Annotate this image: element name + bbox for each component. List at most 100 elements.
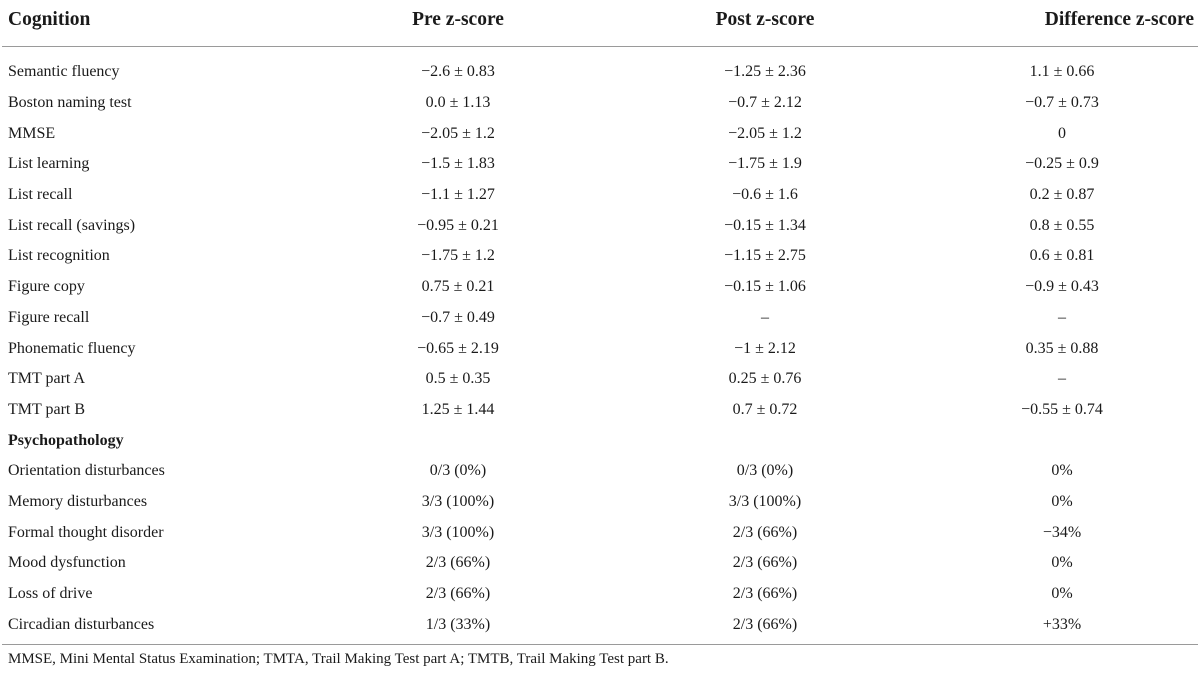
difference-z-score-cell: 0% <box>1051 462 1073 480</box>
difference-z-score-cell: −34% <box>1042 523 1082 541</box>
post-z-score-cell: −2.05 ± 1.2 <box>728 124 802 142</box>
table-row: Memory disturbances 3/3 (100%) 3/3 (100%) 0… <box>2 487 1198 518</box>
table-row: List learning −1.5 ± 1.83 −1.75 ± 1.9 −0.25… <box>2 149 1198 180</box>
pre-z-score-cell: −1.75 ± 1.2 <box>421 247 495 265</box>
row-label: Psychopathology <box>8 431 124 449</box>
post-z-score-cell: 3/3 (100%) <box>728 492 802 510</box>
post-z-score-cell: 0.7 ± 0.72 <box>732 400 798 418</box>
table-body: Semantic fluency −2.6 ± 0.83 −1.25 ± 2.36 1… <box>2 47 1198 646</box>
pre-z-score-cell: −0.65 ± 2.19 <box>417 339 499 357</box>
pre-z-score-cell: −2.6 ± 0.83 <box>421 63 495 81</box>
post-z-score-cell: −1.25 ± 2.36 <box>724 63 806 81</box>
post-z-score-cell: −0.15 ± 1.06 <box>724 278 806 296</box>
post-z-score-cell: – <box>761 308 769 326</box>
pre-z-score-cell: −1.5 ± 1.83 <box>421 155 495 173</box>
table-row: Circadian disturbances 1/3 (33%) 2/3 (66%)… <box>2 609 1198 646</box>
table-header: Cognition Pre z-score Post z-score Diffe… <box>2 0 1198 47</box>
pre-z-score-cell: 0.75 ± 0.21 <box>421 278 495 296</box>
post-z-score-cell: 2/3 (66%) <box>604 609 926 646</box>
row-label: List recognition <box>8 247 110 265</box>
post-z-score-cell: 2/3 (66%) <box>732 585 798 603</box>
post-z-score-cell: −1.75 ± 1.9 <box>728 155 802 173</box>
header-difference-z-score: Difference z-score <box>926 0 1198 47</box>
row-label: TMT part A <box>8 370 86 388</box>
pre-z-score-cell <box>312 425 604 456</box>
row-label: List recall <box>8 186 73 204</box>
post-z-score-cell: −0.6 ± 1.6 <box>732 186 798 204</box>
difference-z-score-cell <box>926 425 1198 456</box>
pre-z-score-cell: 2/3 (66%) <box>425 585 491 603</box>
pre-z-score-cell: 0.5 ± 0.35 <box>425 370 491 388</box>
table-row: TMT part B 1.25 ± 1.44 0.7 ± 0.72 −0.55 ± 0… <box>2 395 1198 426</box>
post-z-score-cell: 0.25 ± 0.76 <box>728 370 802 388</box>
post-z-score-cell: 2/3 (66%) <box>732 554 798 572</box>
header-spacer <box>2 47 1198 58</box>
post-z-score-cell: 0/3 (0%) <box>736 462 794 480</box>
difference-z-score-cell: 0% <box>1051 585 1073 603</box>
row-label: Loss of drive <box>8 585 93 603</box>
difference-z-score-cell: 0 <box>1058 124 1066 142</box>
difference-z-score-cell: 0% <box>1051 554 1073 572</box>
row-label: TMT part B <box>8 400 86 418</box>
row-label: List recall (savings) <box>8 216 136 234</box>
pre-z-score-cell: 3/3 (100%) <box>421 492 495 510</box>
post-z-score-cell: −1 ± 2.12 <box>734 339 796 357</box>
row-label: Figure recall <box>8 308 90 326</box>
post-z-score-cell <box>604 425 926 456</box>
table-row: Formal thought disorder 3/3 (100%) 2/3 (66… <box>2 517 1198 548</box>
table-row: Semantic fluency −2.6 ± 0.83 −1.25 ± 2.36 1… <box>2 57 1198 88</box>
results-table-container: Cognition Pre z-score Post z-score Diffe… <box>2 0 1198 646</box>
difference-z-score-cell: – <box>1058 308 1066 326</box>
table-row: List recall −1.1 ± 1.27 −0.6 ± 1.6 0.2 ± 0.… <box>2 180 1198 211</box>
difference-z-score-cell: −0.25 ± 0.9 <box>1025 155 1099 173</box>
pre-z-score-cell: 0/3 (0%) <box>429 462 487 480</box>
table-row: Phonematic fluency −0.65 ± 2.19 −1 ± 2.12 0… <box>2 333 1198 364</box>
difference-z-score-cell: +33% <box>926 609 1198 646</box>
row-label: Phonematic fluency <box>8 339 136 357</box>
pre-z-score-cell: −0.7 ± 0.49 <box>421 308 495 326</box>
post-z-score-cell: −0.7 ± 2.12 <box>728 94 802 112</box>
post-z-score-cell: −1.15 ± 2.75 <box>724 247 806 265</box>
difference-z-score-cell: 0% <box>1051 492 1073 510</box>
table-row: List recall (savings) −0.95 ± 0.21 −0.15 ±… <box>2 210 1198 241</box>
difference-z-score-cell: −0.55 ± 0.74 <box>1021 400 1103 418</box>
row-label: Orientation disturbances <box>8 462 165 480</box>
post-z-score-cell: −0.15 ± 1.34 <box>724 216 806 234</box>
pre-z-score-cell: 2/3 (66%) <box>425 554 491 572</box>
row-label: Formal thought disorder <box>8 523 164 541</box>
row-label: Boston naming test <box>8 94 132 112</box>
row-label: Mood dysfunction <box>8 554 126 572</box>
row-label: List learning <box>8 155 90 173</box>
table-row: Figure recall −0.7 ± 0.49 – – <box>2 303 1198 334</box>
table-footnote: MMSE, Mini Mental Status Examination; TM… <box>8 651 669 667</box>
post-z-score-cell: 2/3 (66%) <box>732 523 798 541</box>
row-label: MMSE <box>8 124 56 142</box>
header-cognition: Cognition <box>2 0 312 47</box>
row-label: Circadian disturbances <box>2 609 312 646</box>
table-row: MMSE −2.05 ± 1.2 −2.05 ± 1.2 0 <box>2 118 1198 149</box>
table-row: TMT part A 0.5 ± 0.35 0.25 ± 0.76 – <box>2 364 1198 395</box>
difference-z-score-cell: −0.7 ± 0.73 <box>1025 94 1099 112</box>
header-pre-z-score: Pre z-score <box>312 0 604 47</box>
header-post-z-score: Post z-score <box>604 0 926 47</box>
table-row: Mood dysfunction 2/3 (66%) 2/3 (66%) 0% <box>2 548 1198 579</box>
pre-z-score-cell: 3/3 (100%) <box>421 523 495 541</box>
pre-z-score-cell: −0.95 ± 0.21 <box>417 216 499 234</box>
table-row: List recognition −1.75 ± 1.2 −1.15 ± 2.75 0… <box>2 241 1198 272</box>
difference-z-score-cell: 0.6 ± 0.81 <box>1029 247 1095 265</box>
row-label: Semantic fluency <box>8 63 120 81</box>
pre-z-score-cell: 1.25 ± 1.44 <box>421 400 495 418</box>
pre-z-score-cell: 0.0 ± 1.13 <box>425 94 491 112</box>
difference-z-score-cell: – <box>1058 370 1066 388</box>
table-row: Loss of drive 2/3 (66%) 2/3 (66%) 0% <box>2 579 1198 610</box>
pre-z-score-cell: −2.05 ± 1.2 <box>421 124 495 142</box>
row-label: Memory disturbances <box>8 492 148 510</box>
difference-z-score-cell: 0.35 ± 0.88 <box>1025 339 1099 357</box>
section-row: Psychopathology <box>2 425 1198 456</box>
pre-z-score-cell: 1/3 (33%) <box>312 609 604 646</box>
pre-z-score-cell: −1.1 ± 1.27 <box>421 186 495 204</box>
header-row: Cognition Pre z-score Post z-score Diffe… <box>2 0 1198 47</box>
difference-z-score-cell: 0.2 ± 0.87 <box>1029 186 1095 204</box>
results-table: Cognition Pre z-score Post z-score Diffe… <box>2 0 1198 646</box>
difference-z-score-cell: 0.8 ± 0.55 <box>1029 216 1095 234</box>
